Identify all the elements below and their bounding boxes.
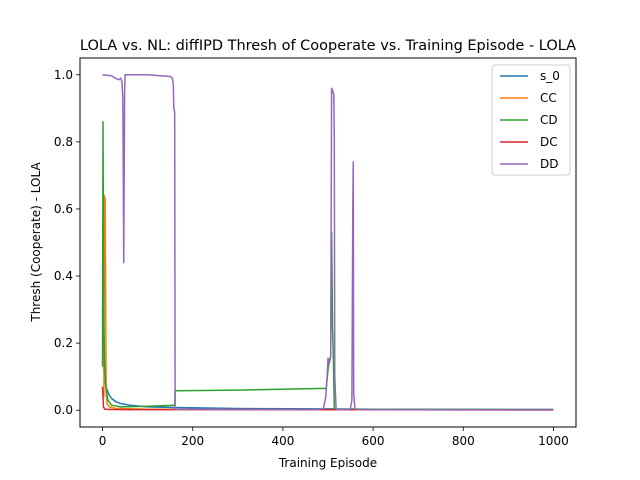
x-tick-label: 400 bbox=[271, 434, 294, 448]
x-tick-label: 800 bbox=[452, 434, 475, 448]
legend: s_0 CC CD DC DD bbox=[491, 64, 571, 176]
series-line-dd bbox=[102, 74, 554, 411]
x-tick-label: 0 bbox=[99, 434, 107, 448]
legend-label: s_0 bbox=[540, 69, 560, 83]
legend-label: DC bbox=[540, 135, 558, 149]
x-tick-label: 600 bbox=[362, 434, 385, 448]
axes-frame bbox=[79, 57, 577, 428]
legend-box bbox=[491, 64, 571, 176]
y-tick-label: 0.4 bbox=[54, 269, 73, 283]
series-layer bbox=[101, 74, 554, 411]
y-axis-label: Thresh (Cooperate) - LOLA bbox=[29, 162, 43, 323]
y-tick-label: 0.8 bbox=[54, 135, 73, 149]
y-tick-label: 0.6 bbox=[54, 202, 73, 216]
x-axis: 0 200 400 600 800 1000 bbox=[99, 427, 569, 448]
y-tick-label: 0.0 bbox=[54, 403, 73, 417]
legend-label: CC bbox=[540, 91, 557, 105]
legend-label: CD bbox=[540, 113, 558, 127]
y-tick-label: 1.0 bbox=[54, 68, 73, 82]
legend-label: DD bbox=[540, 157, 558, 171]
x-axis-label: Training Episode bbox=[278, 456, 377, 470]
y-axis: 0.0 0.2 0.4 0.6 0.8 1.0 bbox=[54, 68, 80, 417]
chart-title: LOLA vs. NL: diffIPD Thresh of Cooperate… bbox=[80, 38, 576, 54]
x-tick-label: 200 bbox=[181, 434, 204, 448]
x-tick-label: 1000 bbox=[538, 434, 569, 448]
plot-area bbox=[79, 57, 577, 428]
y-tick-label: 0.2 bbox=[54, 336, 73, 350]
